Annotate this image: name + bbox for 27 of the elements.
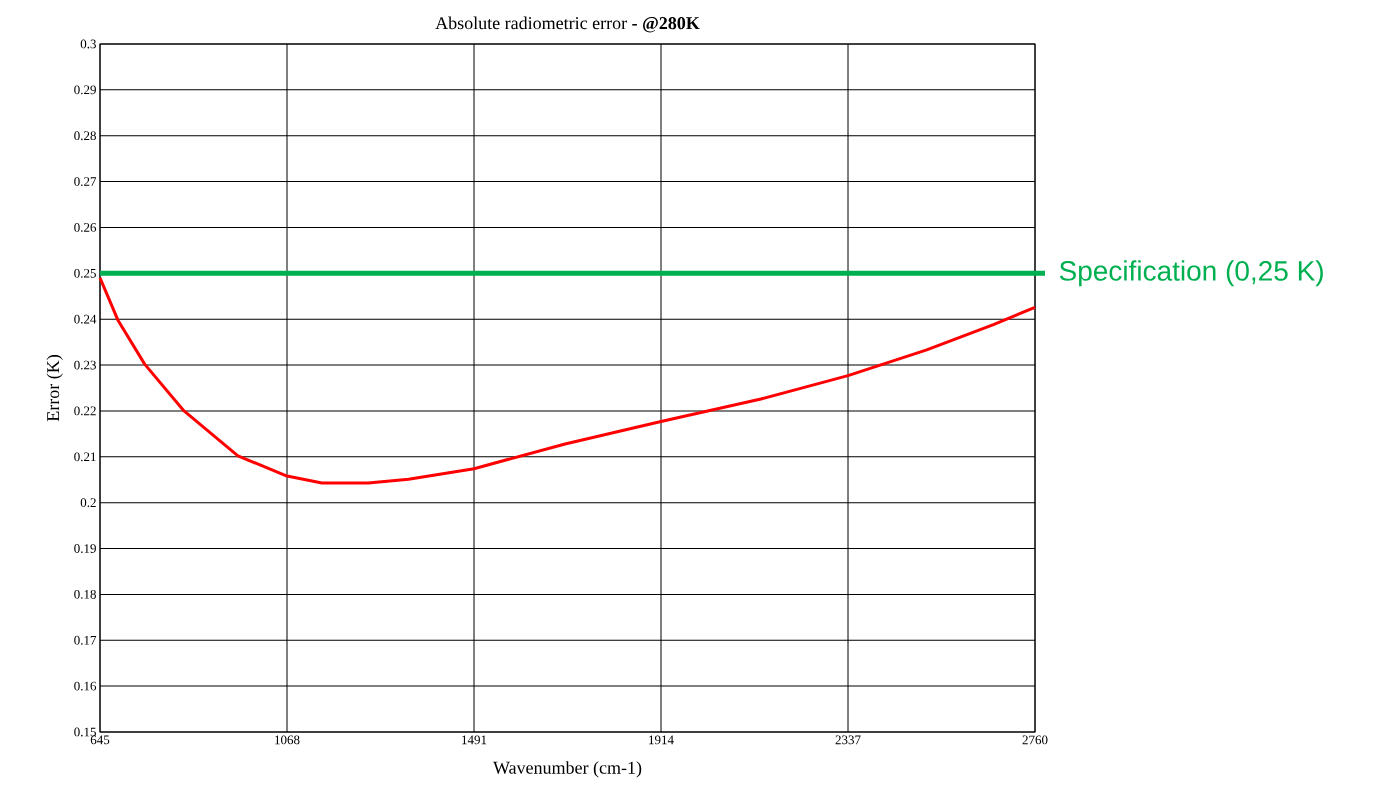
y-tick-label: 0.19 (74, 544, 96, 553)
x-tick-label: 1914 (649, 735, 674, 745)
x-axis-title: Wavenumber (cm-1) (493, 761, 642, 778)
y-tick-label: 0.2 (80, 498, 96, 508)
y-tick-label: 0.25 (74, 268, 96, 278)
x-tick-label: 645 (90, 735, 110, 745)
y-tick-label: 0.15 (74, 727, 96, 737)
x-tick-label: 2337 (835, 735, 861, 745)
x-tick-label: 1068 (275, 735, 300, 745)
chart-title: Absolute radiometric error - @280K (435, 16, 700, 33)
y-axis-title: Error (K) (46, 355, 63, 422)
y-tick-label: 0.21 (74, 452, 96, 462)
y-tick-label: 0.28 (74, 131, 96, 141)
line-series (98, 276, 1037, 485)
y-tick-label: 0.24 (74, 314, 97, 324)
y-tick-label: 0.3 (80, 39, 96, 49)
y-tick-label: 0.18 (74, 589, 96, 599)
y-tick-label: 0.16 (74, 681, 97, 691)
ref-line-label: Specification (0,25 K) (1059, 260, 1323, 287)
y-tick-label: 0.23 (74, 360, 96, 370)
y-tick-label: 0.22 (74, 406, 96, 416)
x-tick-label: 2760 (1022, 735, 1048, 745)
x-tick-label: 1491 (462, 735, 487, 745)
y-tick-label: 0.29 (74, 85, 96, 95)
y-tick-label: 0.27 (74, 177, 97, 187)
y-tick-label: 0.26 (74, 223, 97, 232)
y-tick-label: 0.17 (74, 635, 97, 645)
